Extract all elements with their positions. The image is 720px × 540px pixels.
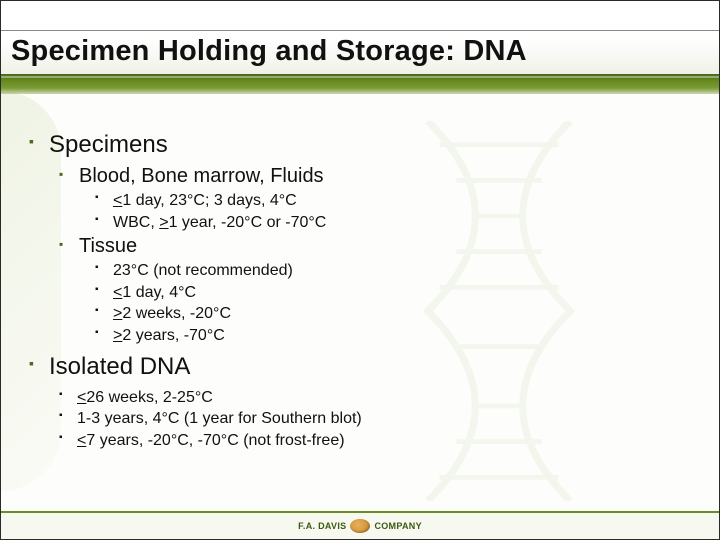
globe-icon [350, 519, 370, 533]
publisher-logo: F.A. DAVIS COMPANY [298, 519, 422, 533]
section-isolated: Isolated DNA [29, 353, 699, 381]
list-item: WBC, >1 year, -20°C or -70°C [95, 212, 699, 234]
list-item: >2 weeks, -20°C [95, 303, 699, 325]
list-item: 1-3 years, 4°C (1 year for Southern blot… [59, 408, 699, 430]
underline-lt: < [113, 284, 122, 301]
underline-lt: < [77, 432, 86, 449]
slide: Specimen Holding and Storage: DNA Specim… [0, 0, 720, 540]
subsection-label: Blood, Bone marrow, Fluids [79, 165, 324, 187]
divider-band [1, 74, 719, 94]
list-item: <26 weeks, 2-25°C [59, 387, 699, 409]
slide-title: Specimen Holding and Storage: DNA [11, 35, 709, 68]
subsection-blood: Blood, Bone marrow, Fluids [59, 165, 699, 188]
underline-lt: < [113, 192, 122, 209]
logo-text-left: F.A. DAVIS [298, 521, 346, 531]
section-label: Specimens [49, 131, 168, 158]
item-text: 1-3 years, 4°C (1 year for Southern blot… [77, 410, 362, 427]
item-text: 2 years, -70°C [122, 327, 224, 344]
subsection-label: Tissue [79, 235, 137, 257]
subsection-tissue: Tissue [59, 235, 699, 258]
item-text: WBC, [113, 214, 159, 231]
list-item: <1 day, 23°C; 3 days, 4°C [95, 190, 699, 212]
item-text: 1 year, -20°C or -70°C [169, 214, 327, 231]
item-text: 23°C (not recommended) [113, 262, 293, 279]
section-label: Isolated DNA [49, 353, 190, 380]
item-text: 1 day, 4°C [122, 284, 196, 301]
underline-gt: > [113, 327, 122, 344]
list-item: <7 years, -20°C, -70°C (not frost-free) [59, 430, 699, 452]
item-text: 2 weeks, -20°C [122, 305, 231, 322]
list-item: 23°C (not recommended) [95, 260, 699, 282]
item-text: 1 day, 23°C; 3 days, 4°C [122, 192, 296, 209]
underline-lt: < [77, 389, 86, 406]
list-item: <1 day, 4°C [95, 282, 699, 304]
item-text: 26 weeks, 2-25°C [86, 389, 212, 406]
underline-gt: > [113, 305, 122, 322]
list-item: >2 years, -70°C [95, 325, 699, 347]
logo-text-right: COMPANY [374, 521, 421, 531]
section-specimens: Specimens [29, 131, 699, 159]
item-text: 7 years, -20°C, -70°C (not frost-free) [86, 432, 344, 449]
underline-gt: > [159, 214, 168, 231]
content-area: Specimens Blood, Bone marrow, Fluids <1 … [29, 131, 699, 451]
header-spacer [1, 1, 719, 31]
footer: F.A. DAVIS COMPANY [1, 511, 719, 539]
title-bar: Specimen Holding and Storage: DNA [1, 31, 719, 74]
